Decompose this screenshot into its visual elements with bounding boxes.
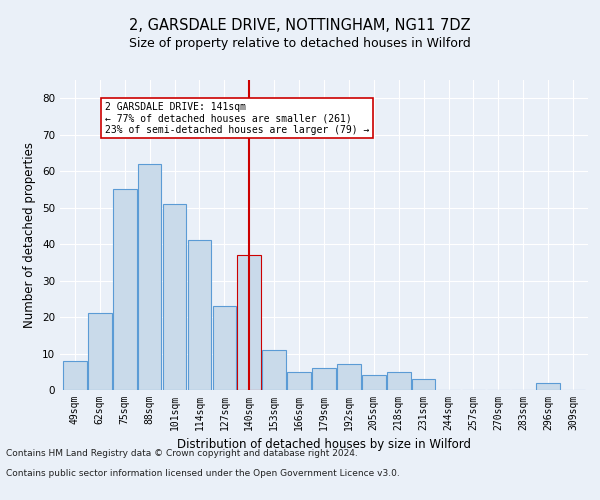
Bar <box>88 314 112 390</box>
Bar <box>287 372 311 390</box>
Bar <box>163 204 187 390</box>
Bar <box>312 368 336 390</box>
Bar <box>536 382 560 390</box>
Bar <box>387 372 410 390</box>
Text: Contains public sector information licensed under the Open Government Licence v3: Contains public sector information licen… <box>6 468 400 477</box>
Bar <box>63 361 87 390</box>
Text: 2 GARSDALE DRIVE: 141sqm
← 77% of detached houses are smaller (261)
23% of semi-: 2 GARSDALE DRIVE: 141sqm ← 77% of detach… <box>105 102 369 135</box>
Bar <box>412 379 436 390</box>
Bar <box>138 164 161 390</box>
Bar <box>238 255 261 390</box>
Bar <box>188 240 211 390</box>
Bar <box>113 190 137 390</box>
X-axis label: Distribution of detached houses by size in Wilford: Distribution of detached houses by size … <box>177 438 471 452</box>
Text: 2, GARSDALE DRIVE, NOTTINGHAM, NG11 7DZ: 2, GARSDALE DRIVE, NOTTINGHAM, NG11 7DZ <box>129 18 471 32</box>
Text: Size of property relative to detached houses in Wilford: Size of property relative to detached ho… <box>129 38 471 51</box>
Bar <box>337 364 361 390</box>
Bar <box>262 350 286 390</box>
Text: Contains HM Land Registry data © Crown copyright and database right 2024.: Contains HM Land Registry data © Crown c… <box>6 448 358 458</box>
Bar <box>212 306 236 390</box>
Y-axis label: Number of detached properties: Number of detached properties <box>23 142 37 328</box>
Bar <box>362 376 386 390</box>
